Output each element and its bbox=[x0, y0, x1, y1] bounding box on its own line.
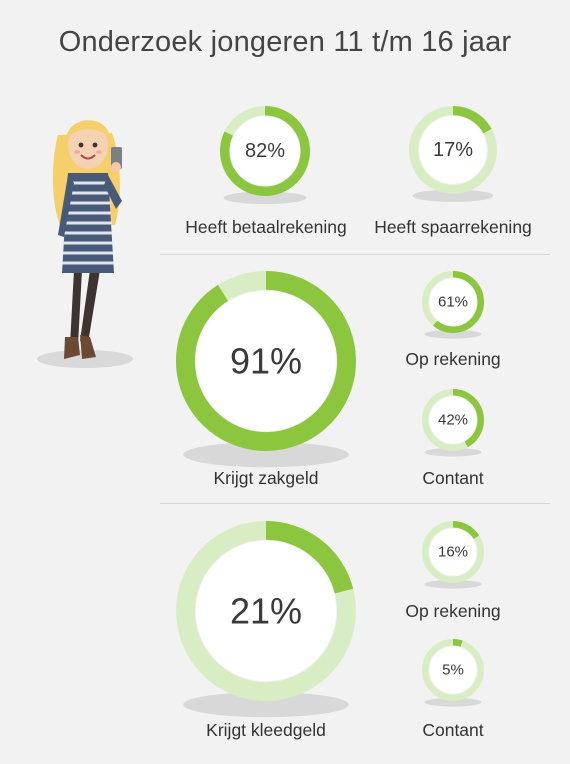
gauge-label: Op rekening bbox=[405, 601, 501, 621]
gauge-value-arc bbox=[175, 270, 357, 452]
gauge-kleedgeld-contant: 5% bbox=[421, 638, 485, 707]
page-title: Onderzoek jongeren 11 t/m 16 jaar bbox=[58, 26, 512, 58]
gauge-label: Heeft spaarrekening bbox=[374, 217, 532, 237]
gauge-value-label: 82% bbox=[245, 140, 285, 162]
gauge-spaarrekening: 17% bbox=[408, 105, 498, 202]
gauge-label: Contant bbox=[422, 468, 484, 488]
gauge-inner bbox=[429, 278, 477, 326]
girl-illustration bbox=[37, 120, 133, 368]
gauge-label: Krijgt zakgeld bbox=[213, 468, 319, 488]
gauge-inner bbox=[429, 528, 477, 576]
gauge-label: Heeft betaalrekening bbox=[185, 217, 347, 237]
gauge-inner bbox=[195, 540, 337, 682]
gauge-shadow bbox=[183, 692, 349, 718]
gauge-zakgeld-contant: 42% bbox=[421, 388, 485, 457]
gauge-shadow bbox=[412, 189, 494, 202]
gauge-value-label: 5% bbox=[442, 662, 464, 679]
gauge-value-arc bbox=[219, 105, 311, 197]
donut-chart: 91% bbox=[175, 270, 357, 468]
gauge-label: Krijgt kleedgeld bbox=[206, 720, 326, 740]
donut-chart: 17% bbox=[408, 105, 498, 202]
gauge-zakgeld-op-rekening: 61% bbox=[421, 270, 485, 339]
gauge-value-label: 16% bbox=[438, 544, 468, 561]
gauge-label: Contant bbox=[422, 720, 484, 740]
gauge-value-label: 42% bbox=[438, 412, 468, 429]
gauge-value-label: 91% bbox=[230, 341, 302, 382]
gauge-shadow bbox=[424, 329, 482, 339]
gauge-kleedgeld-op-rekening: 16% bbox=[421, 520, 485, 589]
gauge-value-arc bbox=[421, 638, 485, 702]
gauge-value-arc bbox=[175, 520, 357, 702]
gauge-inner bbox=[419, 116, 487, 184]
section-divider bbox=[160, 254, 550, 255]
gauge-value-arc bbox=[421, 388, 485, 452]
section-divider bbox=[160, 503, 550, 504]
gauge-label: Op rekening bbox=[405, 349, 501, 369]
gauge-inner bbox=[429, 396, 477, 444]
gauge-betaalrekening: 82% bbox=[219, 105, 311, 205]
gauge-shadow bbox=[424, 579, 482, 589]
gauge-shadow bbox=[424, 447, 482, 457]
gauge-shadow bbox=[183, 442, 349, 468]
donut-chart: 16% bbox=[421, 520, 485, 589]
gauge-inner bbox=[195, 290, 337, 432]
gauge-value-label: 61% bbox=[438, 294, 468, 311]
gauge-value-arc bbox=[421, 270, 485, 334]
gauge-shadow bbox=[424, 697, 482, 707]
donut-chart: 5% bbox=[421, 638, 485, 707]
gauge-inner bbox=[230, 116, 300, 186]
gauge-shadow bbox=[223, 191, 307, 205]
gauge-value-label: 17% bbox=[433, 139, 473, 161]
gauge-value-arc bbox=[408, 105, 498, 195]
donut-chart: 82% bbox=[219, 105, 311, 205]
donut-chart: 61% bbox=[421, 270, 485, 339]
donut-chart: 42% bbox=[421, 388, 485, 457]
gauge-value-label: 21% bbox=[230, 591, 302, 632]
gauge-zakgeld: 91% bbox=[175, 270, 357, 468]
gauge-inner bbox=[429, 646, 477, 694]
donut-chart: 21% bbox=[175, 520, 357, 718]
gauge-value-arc bbox=[421, 520, 485, 584]
gauge-kleedgeld: 21% bbox=[175, 520, 357, 718]
